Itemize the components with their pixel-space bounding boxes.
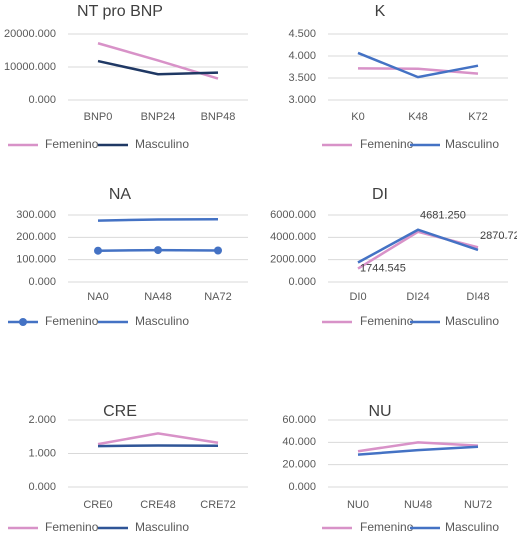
x-tick-label: DI48 [466,291,489,303]
x-tick-label: CRE72 [200,499,235,511]
x-tick-label: BNP48 [201,111,236,123]
chart-title: NT pro BNP [77,3,163,20]
series-line [357,445,479,456]
series-line [97,432,219,446]
y-tick-label: 1.000 [28,447,56,459]
data-label: 1744.545 [360,262,406,274]
y-tick-label: 3.500 [288,72,316,84]
legend-label: Masculino [445,137,499,151]
legend-label: Masculino [445,520,499,534]
series-line [357,67,479,75]
chart-title: K [375,3,386,20]
legend-marker [19,318,27,326]
y-tick-label: 2000.000 [270,254,316,266]
y-tick-label: 0.000 [28,276,56,288]
x-tick-label: CRE48 [140,499,175,511]
legend-label: Femenino [360,314,414,328]
x-tick-label: K0 [351,111,364,123]
x-tick-label: CRE0 [83,499,112,511]
y-tick-label: 20000.000 [4,28,56,40]
x-tick-label: NA72 [204,291,232,303]
y-tick-label: 4.000 [288,50,316,62]
chart-title: CRE [103,403,137,420]
series-line [97,217,219,222]
y-tick-label: 4000.000 [270,231,316,243]
legend-label: Femenino [45,520,99,534]
y-tick-label: 2.000 [28,414,56,426]
series-line [97,444,219,448]
x-tick-label: BNP0 [84,111,113,123]
legend-label: Femenino [360,520,414,534]
chart-title: NU [368,403,391,420]
point [154,246,162,255]
point [94,246,102,255]
series-line [97,59,219,76]
y-tick-label: 20.000 [282,459,316,471]
x-tick-label: NU0 [347,499,369,511]
y-tick-label: 0.000 [28,94,56,106]
y-tick-label: 0.000 [288,276,316,288]
x-tick-label: NA0 [87,291,108,303]
data-label: 2870.727 [480,230,517,242]
chart-title: NA [109,186,132,203]
legend-label: Masculino [135,520,189,534]
legend-label: Masculino [445,314,499,328]
y-tick-label: 40.000 [282,436,316,448]
x-tick-label: K72 [468,111,488,123]
x-tick-label: K48 [408,111,428,123]
series-line [357,51,479,79]
series-line [357,441,479,453]
y-tick-label: 60.000 [282,414,316,426]
x-tick-label: NU48 [404,499,432,511]
x-tick-label: DI0 [349,291,366,303]
y-tick-label: 100.000 [16,254,56,266]
y-tick-label: 6000.000 [270,209,316,221]
x-tick-label: BNP24 [141,111,176,123]
point [214,246,222,255]
y-tick-label: 300.000 [16,209,56,221]
y-tick-label: 3.000 [288,94,316,106]
x-tick-label: NA48 [144,291,172,303]
legend-label: Masculino [135,137,189,151]
legend-label: Femenino [45,137,99,151]
series-line [357,228,479,264]
legend-label: Femenino [360,137,414,151]
legend-label: Masculino [135,314,189,328]
chart-title: DI [372,186,388,203]
y-tick-label: 10000.000 [4,61,56,73]
legend-label: Femenino [45,314,99,328]
x-tick-label: NU72 [464,499,492,511]
y-tick-label: 0.000 [28,481,56,493]
x-tick-label: DI24 [406,291,429,303]
data-label: 4681.250 [420,210,466,222]
y-tick-label: 4.500 [288,28,316,40]
y-tick-label: 0.000 [288,481,316,493]
y-tick-label: 200.000 [16,231,56,243]
